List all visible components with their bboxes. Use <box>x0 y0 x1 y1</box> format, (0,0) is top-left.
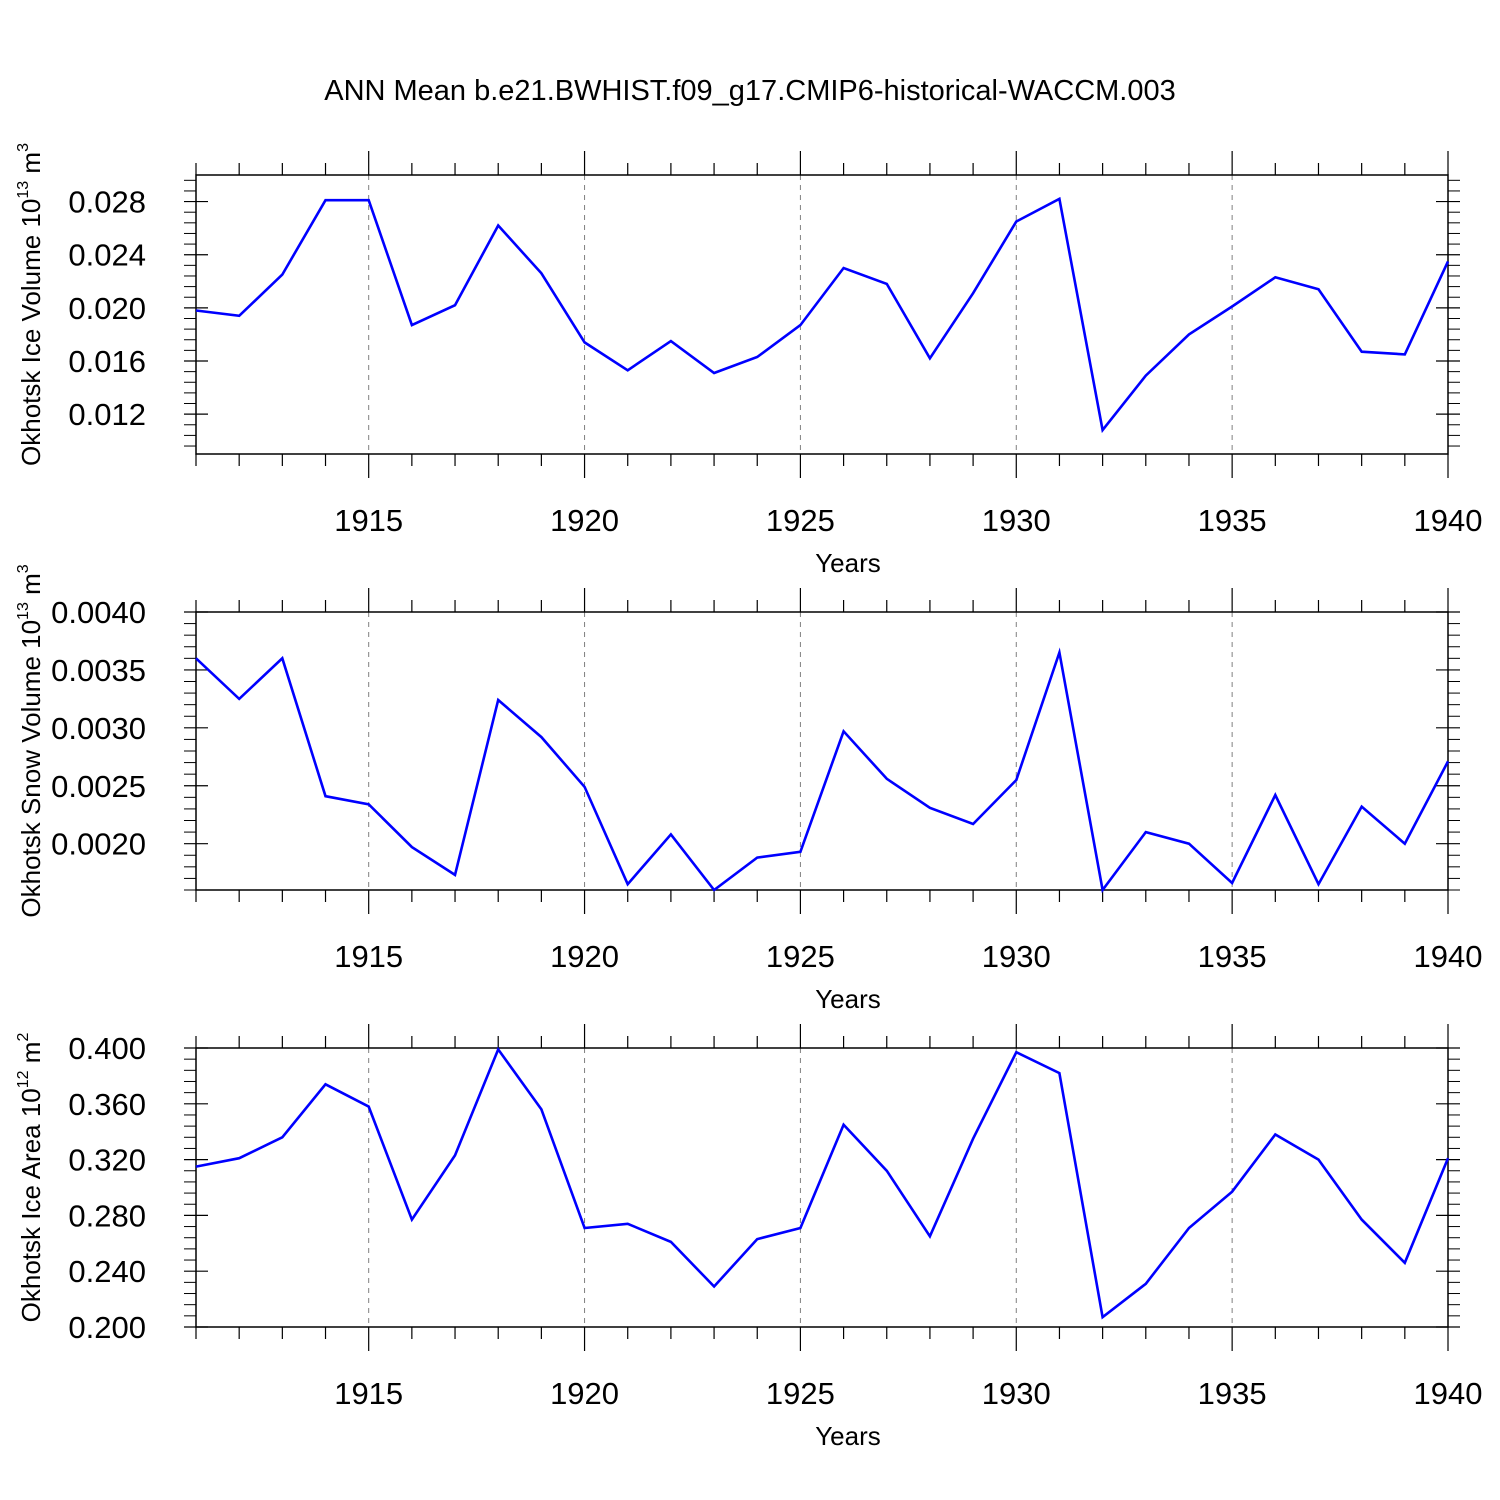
y-axis-label: Okhotsk Snow Volume 1013 m3 <box>15 564 46 917</box>
series-line <box>195 1046 1450 1320</box>
y-tick-label: 0.320 <box>68 1143 146 1178</box>
y-tick-label: 0.280 <box>68 1198 146 1233</box>
x-tick-label: 1925 <box>766 1376 835 1411</box>
y-axis-label-part: m <box>16 1042 46 1071</box>
y-axis-label: Okhotsk Ice Volume 1013 m3 <box>15 143 46 466</box>
plot-frame <box>195 1047 1449 1328</box>
panels: 0.012 0.016 0.020 0.024 0.028 1915 1920 1925 193… <box>15 143 1482 1451</box>
y-axis-label-part: 12 <box>15 1070 32 1088</box>
x-tick-label: 1920 <box>550 939 619 974</box>
panel-2: 0.0020 0.0025 0.0030 0.0035 0.0040 1915 1920 19… <box>15 564 1482 1014</box>
series-line <box>195 647 1450 894</box>
x-tick-label: 1930 <box>982 939 1051 974</box>
x-tick-label: 1935 <box>1198 939 1267 974</box>
y-axis-label-part: 2 <box>15 1033 32 1042</box>
y-tick-label: 0.024 <box>68 238 146 273</box>
y-axis-label-part: m <box>16 573 46 602</box>
x-tick-label: 1920 <box>550 503 619 538</box>
y-tick-label: 0.0025 <box>51 769 146 804</box>
x-tick-label: 1935 <box>1198 1376 1267 1411</box>
y-tick-label: 0.012 <box>68 397 146 432</box>
y-tick-label: 0.028 <box>68 185 146 220</box>
x-tick-label: 1940 <box>1414 1376 1483 1411</box>
y-axis-label-part: 13 <box>15 181 32 199</box>
series-line <box>195 196 1450 434</box>
y-tick-label: 0.240 <box>68 1254 146 1289</box>
x-axis-label: Years <box>815 548 881 578</box>
y-tick-label: 0.0030 <box>51 711 146 746</box>
y-axis-label: Okhotsk Ice Area 1012 m2 <box>15 1033 46 1323</box>
x-axis-label: Years <box>815 1421 881 1451</box>
y-tick-label: 0.016 <box>68 344 146 379</box>
x-tick-label: 1915 <box>334 503 403 538</box>
plot-frame <box>195 174 1449 455</box>
y-axis-label-part: Okhotsk Ice Area 10 <box>16 1088 46 1322</box>
y-axis-label-part: 3 <box>15 564 32 573</box>
x-tick-label: 1930 <box>982 503 1051 538</box>
y-tick-label: 0.360 <box>68 1087 146 1122</box>
x-tick-label: 1935 <box>1198 503 1267 538</box>
x-tick-label: 1940 <box>1414 939 1483 974</box>
y-axis-label-part: 3 <box>15 143 32 152</box>
y-tick-label: 0.400 <box>68 1031 146 1066</box>
panel-1: 0.012 0.016 0.020 0.024 0.028 1915 1920 1925 193… <box>15 143 1482 578</box>
x-tick-label: 1925 <box>766 503 835 538</box>
y-tick-label: 0.200 <box>68 1310 146 1345</box>
plot-frame <box>195 611 1449 891</box>
y-axis-label-part: m <box>16 152 46 181</box>
x-tick-label: 1940 <box>1414 503 1483 538</box>
x-tick-label: 1915 <box>334 1376 403 1411</box>
y-tick-label: 0.020 <box>68 291 146 326</box>
y-tick-label: 0.0035 <box>51 653 146 688</box>
x-axis-label: Years <box>815 984 881 1014</box>
x-tick-label: 1920 <box>550 1376 619 1411</box>
chart-title: ANN Mean b.e21.BWHIST.f09_g17.CMIP6-hist… <box>324 75 1176 107</box>
y-tick-label: 0.0040 <box>51 595 146 630</box>
x-tick-label: 1925 <box>766 939 835 974</box>
x-tick-label: 1915 <box>334 939 403 974</box>
panel-3: 0.200 0.240 0.280 0.320 0.360 0.400 1915 1920 19… <box>15 1024 1482 1451</box>
y-axis-label-part: Okhotsk Snow Volume 10 <box>16 620 46 918</box>
y-axis-label-part: Okhotsk Ice Volume 10 <box>16 199 46 466</box>
x-tick-label: 1930 <box>982 1376 1051 1411</box>
y-tick-label: 0.0020 <box>51 827 146 862</box>
y-axis-label-part: 13 <box>15 602 32 620</box>
